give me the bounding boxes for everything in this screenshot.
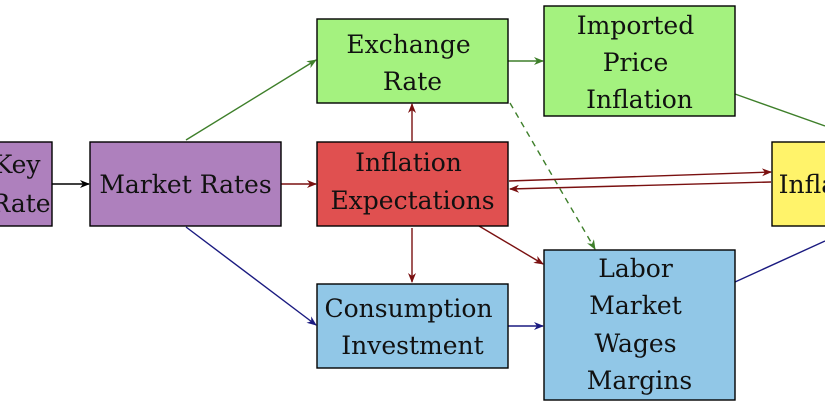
nodes: Key Rate Market Rates Exchange Rate Impo… xyxy=(0,5,825,401)
node-imported-price-inflation: Imported Price Inflation xyxy=(543,5,736,117)
node-imported-price-inflation-label: Imported Price Inflation xyxy=(577,11,702,114)
edge-inflation-to-inflation-expectations xyxy=(509,181,772,193)
node-market-rates-box xyxy=(89,141,282,227)
node-exchange-rate-label: Exchange Rate xyxy=(346,30,478,96)
node-key-rate-label: Key Rate xyxy=(0,150,51,218)
node-consumption-investment-box xyxy=(316,283,509,369)
node-key-rate-box xyxy=(0,141,53,227)
node-inflation-label: Inflation xyxy=(779,170,825,199)
node-key-rate: Key Rate xyxy=(0,141,53,227)
node-market-rates: Market Rates xyxy=(89,141,282,227)
node-imported-price-inflation-box xyxy=(543,5,736,117)
node-exchange-rate-box xyxy=(316,18,509,104)
node-inflation: Inflation xyxy=(771,141,825,227)
edge-market-rates-to-exchange-rate xyxy=(185,59,317,141)
node-consumption-investment-label: Consumption Investment xyxy=(324,294,500,360)
node-inflation-expectations: Inflation Expectations xyxy=(316,141,509,227)
node-market-rates-label: Market Rates xyxy=(99,170,271,199)
node-labor-market-label: Labor Market Wages Margins xyxy=(587,254,692,395)
node-consumption-investment: Consumption Investment xyxy=(316,283,509,369)
node-exchange-rate: Exchange Rate xyxy=(316,18,509,104)
edge-inflation-expectations-to-labor-market xyxy=(478,225,544,265)
node-labor-market: Labor Market Wages Margins xyxy=(543,249,736,401)
node-inflation-box xyxy=(771,141,825,227)
node-labor-market-box xyxy=(543,249,736,401)
edges xyxy=(52,57,825,330)
edge-market-rates-to-consumption-investment xyxy=(185,226,317,326)
edge-exchange-rate-to-labor-market xyxy=(509,102,596,250)
node-inflation-expectations-label: Inflation Expectations xyxy=(330,148,494,215)
edge-labor-market-to-inflation xyxy=(734,240,825,283)
node-inflation-expectations-box xyxy=(316,141,509,227)
edge-imported-price-inflation-to-inflation xyxy=(734,93,825,127)
edge-inflation-expectations-to-inflation xyxy=(508,168,772,182)
